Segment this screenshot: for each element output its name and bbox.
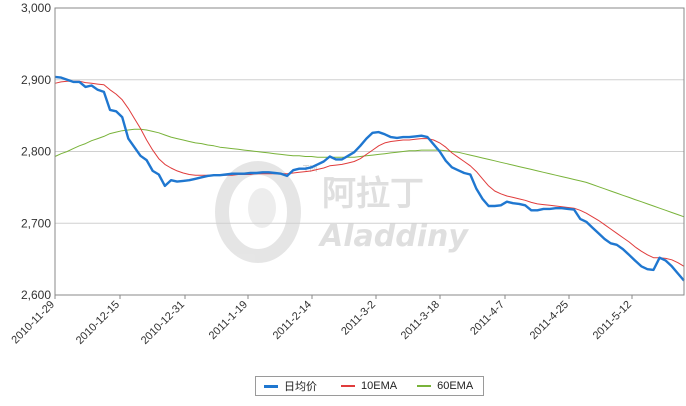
series-line-60ema xyxy=(54,128,685,218)
x-tick-label: 2011-5-12 xyxy=(591,299,634,342)
legend-item-daily-avg: 日均价 xyxy=(264,378,317,394)
x-tick-label: 2011-3-18 xyxy=(399,299,442,342)
watermark-en: Aladdiny xyxy=(318,219,469,254)
y-tick-label: 3,000 xyxy=(21,1,51,15)
series-line-daily-avg xyxy=(54,75,685,282)
legend-item-10ema: 10EMA xyxy=(341,380,397,392)
y-tick-label: 2,600 xyxy=(21,288,51,302)
x-tick-label: 2010-12-15 xyxy=(74,299,122,347)
x-tick-label: 2011-1-19 xyxy=(207,299,250,342)
x-tick-label: 2011-2-14 xyxy=(271,299,314,342)
x-tick-label: 2011-4-25 xyxy=(528,299,571,342)
legend-swatch-daily-avg xyxy=(264,384,278,388)
y-tick-label: 2,700 xyxy=(21,216,51,230)
y-tick-label: 2,800 xyxy=(21,145,51,159)
legend-label-daily-avg: 日均价 xyxy=(284,381,317,393)
y-axis: 2,600 2,700 2,800 2,900 3,000 xyxy=(21,1,51,302)
legend-swatch-60ema xyxy=(417,385,432,387)
x-axis: 2010-11-29 2010-12-15 2010-12-31 2011-1-19 2… xyxy=(9,295,634,347)
x-tick-label: 2011-4-7 xyxy=(468,299,507,338)
watermark-logo-ring xyxy=(215,161,301,263)
series-line-10ema xyxy=(54,80,685,267)
y-tick-label: 2,900 xyxy=(21,73,51,87)
aladdiny-watermark: TM 阿拉丁 Aladdiny xyxy=(215,161,469,263)
x-tick-label: 2010-11-29 xyxy=(9,299,57,347)
legend-label-10ema: 10EMA xyxy=(361,380,398,392)
x-tick-label: 2011-3-2 xyxy=(339,299,378,338)
series-lines xyxy=(54,75,685,282)
watermark-tm: TM xyxy=(302,164,318,175)
legend-label-60ema: 60EMA xyxy=(437,380,474,392)
chart-legend: 日均价 10EMA 60EMA xyxy=(255,376,484,396)
plot-frame xyxy=(54,7,685,296)
legend-item-60ema: 60EMA xyxy=(417,380,473,392)
legend-swatch-10ema xyxy=(341,385,355,387)
x-tick-label: 2010-12-31 xyxy=(139,299,187,347)
watermark-cn: 阿拉丁 xyxy=(322,174,424,214)
watermark-logo-inner xyxy=(248,188,276,228)
